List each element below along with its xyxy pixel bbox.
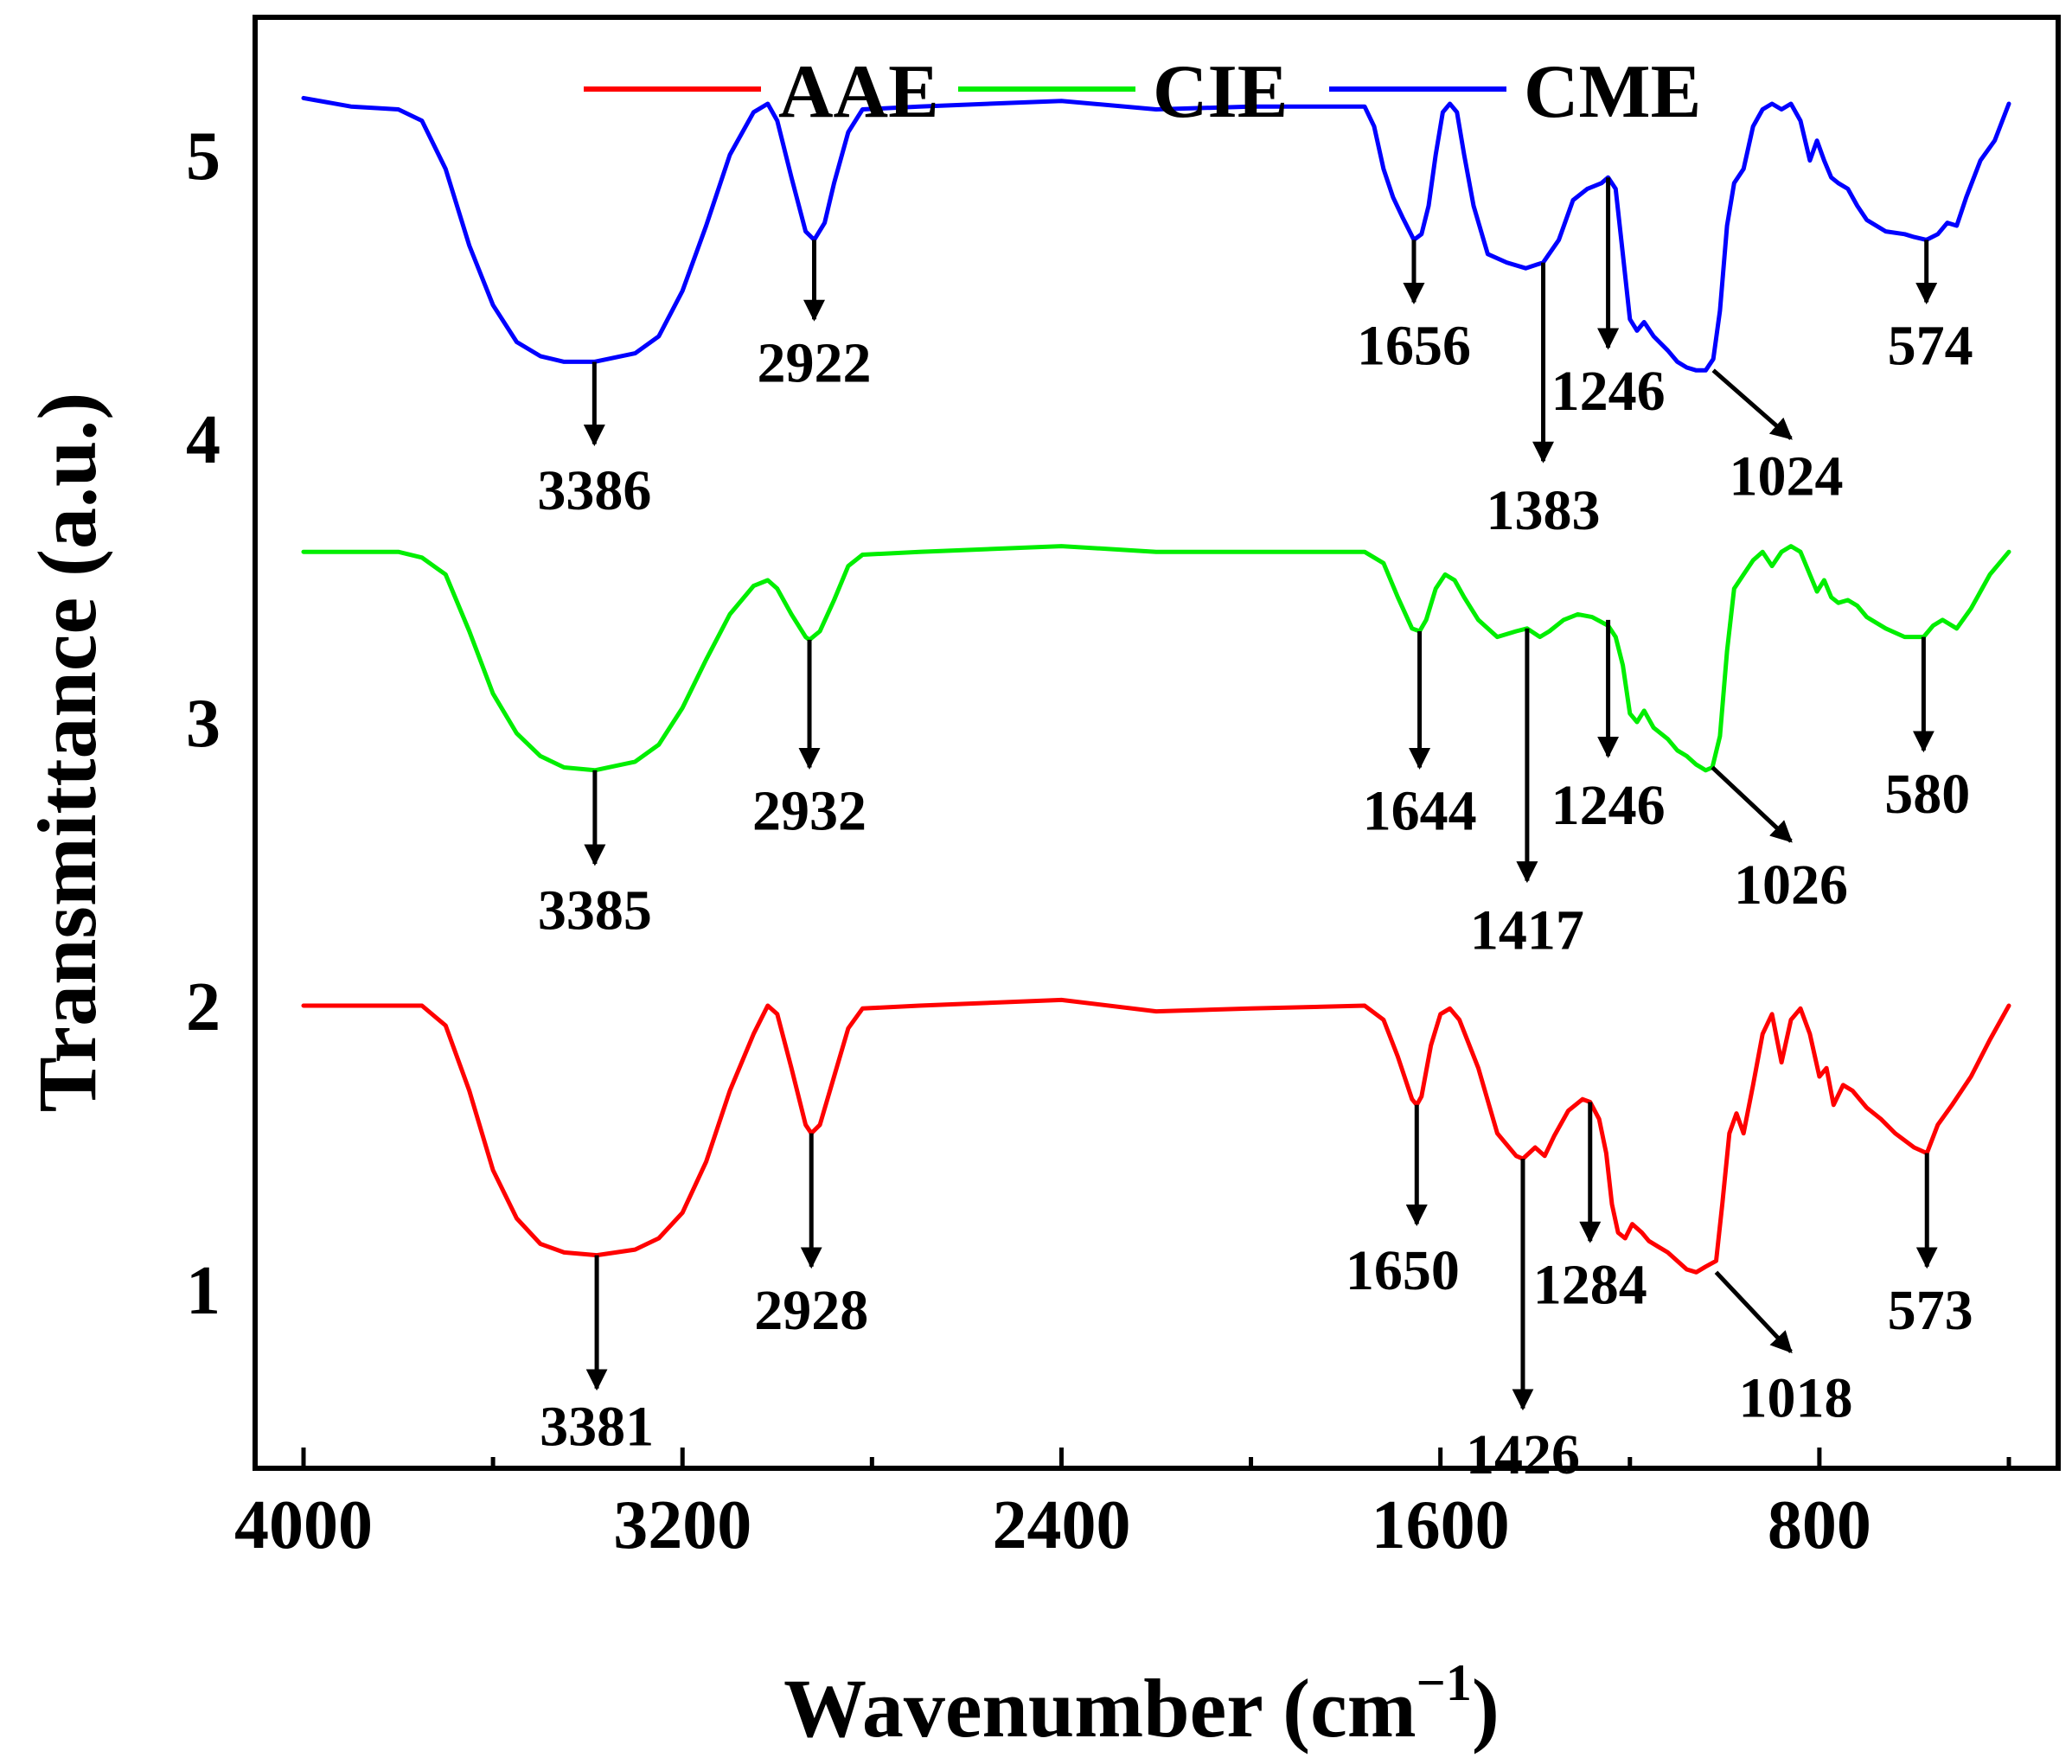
y-tick-label: 3: [186, 686, 221, 762]
peak-label-aae-3381: 3381: [540, 1395, 654, 1458]
plot-frame: [253, 15, 2061, 1471]
y-tick-label: 1: [186, 1253, 221, 1329]
x-tick-label: 2400: [992, 1487, 1130, 1563]
annotation-layer: 3386 2922 1656 1383 1246 1024 574 3385 2932 1644 1…: [537, 177, 1973, 1486]
x-axis-title-close: ): [1472, 1662, 1500, 1754]
peak-label-cie-1644: 1644: [1363, 780, 1477, 843]
legend-label-cme: CME: [1524, 50, 1701, 134]
x-axis-title: Wavenumber (cm−1): [783, 1654, 1500, 1754]
peak-label-cme-3385: 3385: [538, 879, 652, 942]
y-tick-label: 4: [186, 402, 221, 478]
peak-arrow-aae-1018: [1714, 1270, 1793, 1353]
peak-label-aae-1018: 1018: [1739, 1367, 1853, 1430]
y-tick-label: 2: [186, 969, 221, 1045]
ticks-layer: 4000 3200 2400 1600 800 1 2 3 4 5: [186, 118, 2011, 1563]
legend: AAE CIE CME: [584, 50, 1701, 134]
y-axis-title: Transmittance (a.u.): [21, 393, 113, 1113]
peak-label-cie-580: 580: [1884, 763, 1970, 826]
peak-label-cme-574: 574: [1888, 315, 1973, 378]
x-axis-title-exponent: −1: [1417, 1654, 1472, 1711]
peak-label-cme-2922: 2922: [758, 331, 872, 394]
peak-label-aae-1650: 1650: [1346, 1239, 1460, 1302]
peak-label-cie-2932: 2932: [752, 780, 867, 843]
x-tick-label: 800: [1768, 1487, 1871, 1563]
y-tick-label: 5: [186, 118, 221, 195]
peak-label-cme-3386: 3386: [537, 459, 651, 522]
x-axis-title-main: Wavenumber (cm: [783, 1662, 1416, 1754]
peak-label-cme-1656: 1656: [1357, 315, 1471, 378]
peak-label-cie-1246: 1246: [1551, 774, 1666, 837]
series-line-cie: [301, 544, 2011, 773]
peak-label-cme-1024: 1024: [1730, 445, 1844, 508]
series-layer: [301, 95, 2011, 1275]
peak-label-cie-1417: 1417: [1470, 898, 1584, 962]
legend-label-aae: AAE: [778, 50, 939, 134]
x-tick-label: 1600: [1372, 1487, 1510, 1563]
x-tick-label: 3200: [613, 1487, 751, 1563]
peak-arrow-cme-1024: [1711, 368, 1793, 440]
legend-label-cie: CIE: [1153, 50, 1289, 134]
peak-label-aae-2928: 2928: [754, 1279, 868, 1342]
x-tick-label: 4000: [234, 1487, 373, 1563]
peak-label-cme-1246: 1246: [1551, 360, 1666, 423]
series-line-aae: [301, 997, 2011, 1275]
peak-label-cme-1383: 1383: [1487, 479, 1601, 542]
peak-label-cie-1026: 1026: [1734, 853, 1848, 917]
peak-arrow-cie-1026: [1711, 765, 1793, 843]
peak-label-aae-1426: 1426: [1466, 1423, 1580, 1486]
series-line-cme: [301, 95, 2011, 373]
peak-label-aae-1284: 1284: [1533, 1253, 1647, 1316]
peak-label-aae-573: 573: [1888, 1279, 1973, 1342]
